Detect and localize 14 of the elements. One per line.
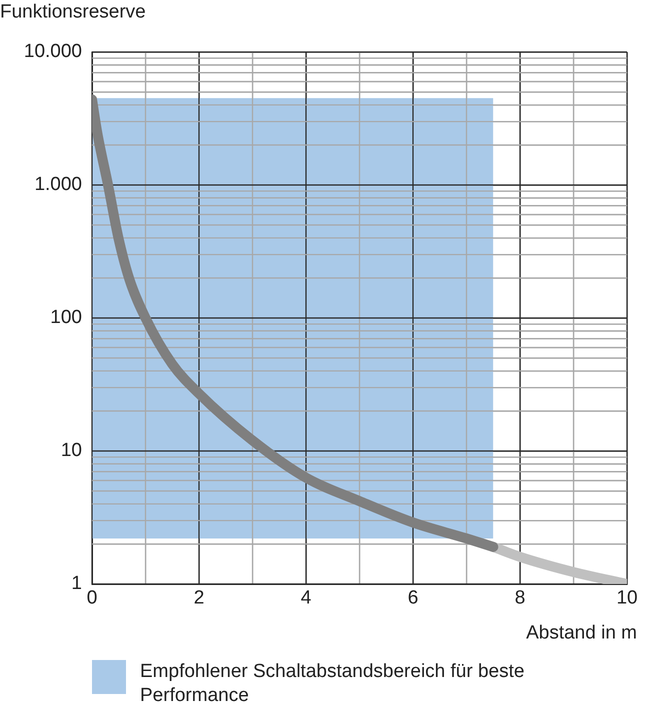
y-tick-label: 100 <box>50 307 82 328</box>
x-tick-label: 6 <box>408 588 418 609</box>
x-axis-title: Abstand in m <box>526 622 637 644</box>
y-tick-label: 10 <box>60 440 82 462</box>
legend-label: Empfohlener Schaltabstandsbereich für beste Performance <box>140 660 526 708</box>
x-tick-label: 2 <box>194 588 204 609</box>
x-tick-label: 0 <box>86 588 98 609</box>
y-tick-label: 10.000 <box>24 41 82 62</box>
y-axis-title: Funktionsreserve <box>0 2 146 23</box>
x-tick-label: 8 <box>514 588 526 609</box>
x-tick-label: 4 <box>300 588 312 609</box>
y-tick-label: 1.000 <box>34 174 82 196</box>
y-tick-label: 1 <box>71 573 82 594</box>
x-tick-label: 10 <box>616 588 638 609</box>
